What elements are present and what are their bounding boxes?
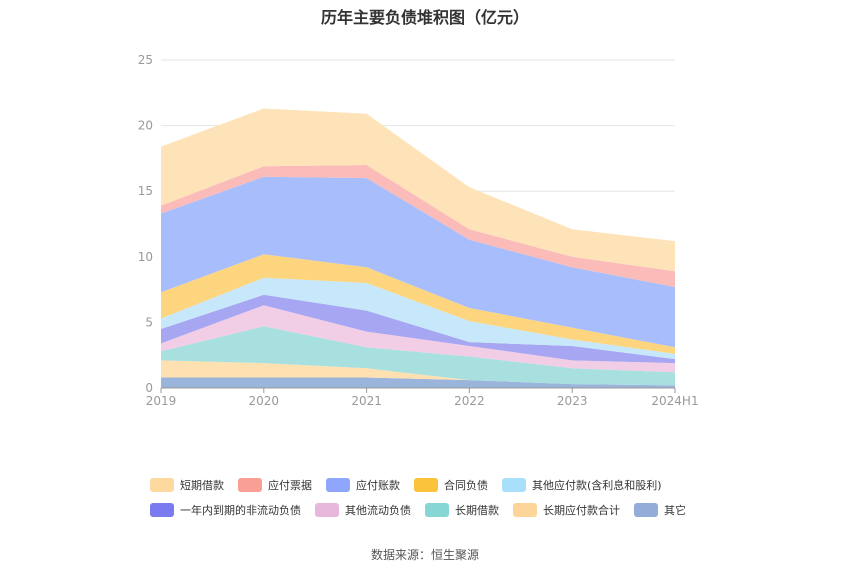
- chart-title: 历年主要负债堆积图（亿元）: [320, 8, 529, 27]
- legend-label: 短期借款: [180, 478, 224, 492]
- legend-row: 一年内到期的非流动负债 其他流动负债 长期借款 长期应付款合计 其它: [150, 497, 750, 522]
- legend-label: 应付票据: [268, 478, 312, 492]
- legend-swatch: [315, 502, 339, 517]
- area-应付账款: [161, 176, 675, 348]
- legend-row: 短期借款 应付票据 应付账款 合同负债 其他应付款(含利息和股利): [150, 472, 750, 497]
- area-series: [161, 108, 675, 388]
- y-tick-label: 15: [138, 184, 153, 198]
- legend-label: 其他应付款(含利息和股利): [532, 478, 662, 492]
- x-tick-label: 2020: [249, 394, 280, 408]
- legend-label: 应付账款: [356, 478, 400, 492]
- legend: 短期借款 应付票据 应付账款 合同负债 其他应付款(含利息和股利) 一年内到期的非流动负…: [150, 472, 750, 522]
- area-其他应付款(含利息和股利): [161, 277, 675, 360]
- legend-item[interactable]: 应付票据: [238, 477, 312, 493]
- legend-swatch: [150, 477, 174, 492]
- legend-label: 其他流动负债: [345, 503, 411, 517]
- y-tick-label: 0: [145, 381, 153, 395]
- x-tick-label: 2024H1: [651, 394, 698, 408]
- area-其它: [161, 377, 675, 388]
- legend-item[interactable]: 短期借款: [150, 477, 224, 493]
- axes: [160, 387, 676, 393]
- area-合同负债: [161, 254, 675, 354]
- legend-label: 长期借款: [455, 503, 499, 517]
- legend-label: 长期应付款合计: [543, 503, 620, 517]
- legend-item[interactable]: 其他应付款(含利息和股利): [502, 477, 662, 493]
- legend-swatch: [326, 477, 350, 492]
- data-source: 数据来源：恒生聚源: [370, 548, 479, 562]
- x-tick-label: 2019: [146, 394, 177, 408]
- legend-swatch: [150, 502, 174, 517]
- area-短期借款: [161, 108, 675, 272]
- legend-label: 一年内到期的非流动负债: [180, 503, 301, 517]
- legend-swatch: [238, 477, 262, 492]
- legend-item[interactable]: 其它: [634, 502, 686, 518]
- legend-swatch: [414, 477, 438, 492]
- area-应付票据: [161, 165, 675, 287]
- x-tick-label: 2021: [351, 394, 382, 408]
- area-chart: 0 5 10 15 20 25 2019 2020 2021 2022 2023 2024H1: [138, 53, 699, 408]
- legend-item[interactable]: 合同负债: [414, 477, 488, 493]
- x-tick-label: 2022: [454, 394, 485, 408]
- y-tick-label: 10: [138, 250, 153, 264]
- legend-item[interactable]: 其他流动负债: [315, 502, 411, 518]
- x-tick-label: 2023: [557, 394, 588, 408]
- area-其他流动负债: [161, 305, 675, 373]
- legend-swatch: [634, 502, 658, 517]
- area-长期借款: [161, 326, 675, 386]
- legend-item[interactable]: 长期应付款合计: [513, 502, 620, 518]
- y-tick-label: 20: [138, 119, 153, 133]
- legend-item[interactable]: 长期借款: [425, 502, 499, 518]
- x-axis-ticks: 2019 2020 2021 2022 2023 2024H1: [146, 394, 699, 408]
- area-长期应付款合计: [161, 360, 675, 386]
- y-tick-label: 25: [138, 53, 153, 67]
- legend-swatch: [425, 502, 449, 517]
- legend-item[interactable]: 一年内到期的非流动负债: [150, 502, 301, 518]
- y-tick-label: 5: [145, 315, 153, 329]
- area-一年内到期的非流动负债: [161, 294, 675, 364]
- legend-label: 其它: [664, 503, 686, 517]
- legend-label: 合同负债: [444, 478, 488, 492]
- y-axis-ticks: 0 5 10 15 20 25: [138, 53, 153, 395]
- legend-swatch: [502, 477, 526, 492]
- legend-item[interactable]: 应付账款: [326, 477, 400, 493]
- legend-swatch: [513, 502, 537, 517]
